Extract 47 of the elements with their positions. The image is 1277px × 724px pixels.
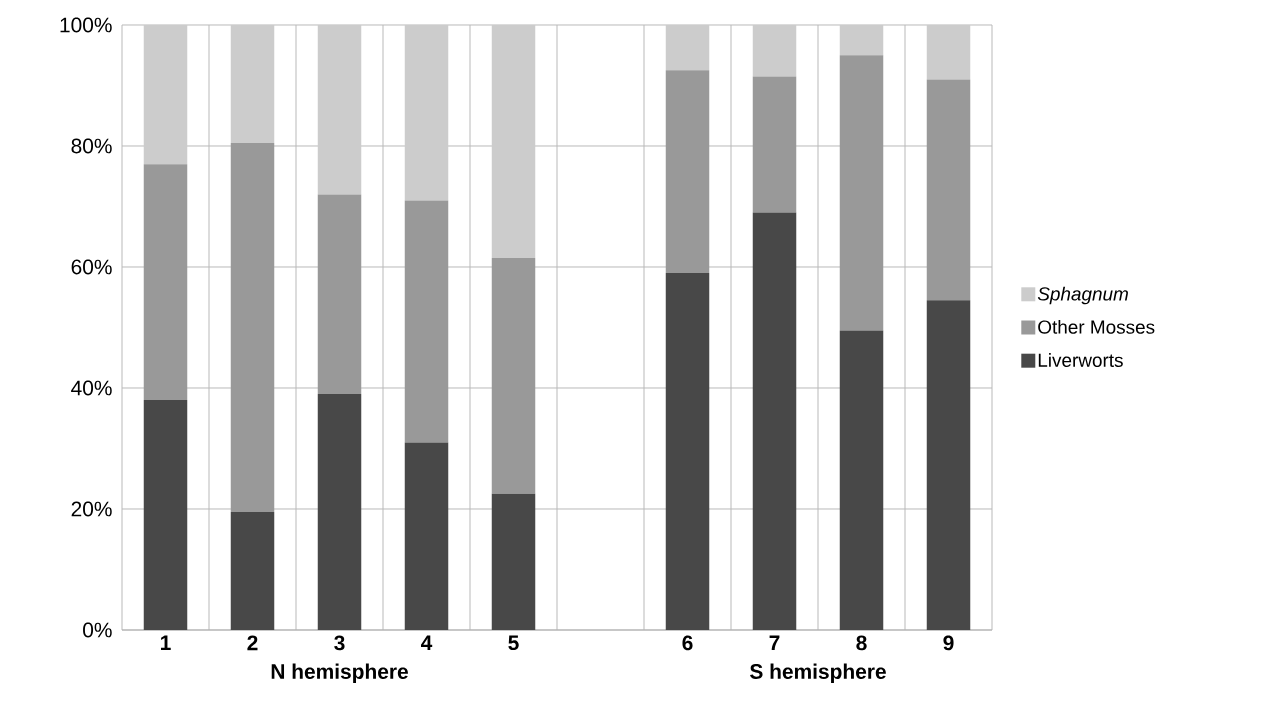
bar xyxy=(752,212,797,630)
bar xyxy=(926,24,971,80)
y-tick-label: 40% xyxy=(71,380,112,396)
bar xyxy=(665,24,710,71)
bar xyxy=(926,300,971,630)
x-tick-label: 3 xyxy=(334,635,345,651)
y-tick-label: 20% xyxy=(71,501,112,517)
y-tick-label: 100% xyxy=(60,17,112,33)
bar xyxy=(839,24,884,56)
bar xyxy=(404,200,449,443)
bar xyxy=(230,24,275,143)
x-tick-label: 2 xyxy=(247,635,258,651)
bar xyxy=(317,194,362,395)
bar xyxy=(839,55,884,331)
bar xyxy=(143,164,188,401)
y-tick-label: 80% xyxy=(71,138,112,154)
x-tick-label: 5 xyxy=(508,635,519,651)
bar xyxy=(752,24,797,77)
bar xyxy=(317,394,362,630)
bar xyxy=(752,76,797,213)
bar xyxy=(143,400,188,630)
y-tick-label: 0% xyxy=(83,622,112,638)
text: N hemisphere xyxy=(271,663,408,684)
bar xyxy=(665,70,710,274)
bar xyxy=(665,273,710,630)
bar xyxy=(491,493,536,630)
x-tick-label: 8 xyxy=(856,635,867,651)
text: S hemisphere xyxy=(750,663,886,684)
bar xyxy=(404,24,449,201)
legend-label: Liverworts xyxy=(1038,353,1123,367)
bar xyxy=(230,142,275,513)
bar xyxy=(491,257,536,494)
x-tick-label: 7 xyxy=(769,635,780,650)
legend-label: Other Mosses xyxy=(1038,319,1155,334)
y-tick-label: 60% xyxy=(71,259,112,275)
bar xyxy=(317,24,362,195)
bar xyxy=(143,24,188,165)
x-tick-label: 1 xyxy=(161,635,171,650)
bar xyxy=(926,79,971,301)
bar xyxy=(404,442,449,630)
x-tick-label: 6 xyxy=(682,635,693,651)
x-tick-label: 9 xyxy=(943,635,954,651)
x-tick-label: 4 xyxy=(421,635,433,650)
bar xyxy=(230,512,275,630)
legend-label: Sphagnum xyxy=(1037,286,1128,305)
bar xyxy=(839,330,884,630)
bar xyxy=(491,24,536,258)
